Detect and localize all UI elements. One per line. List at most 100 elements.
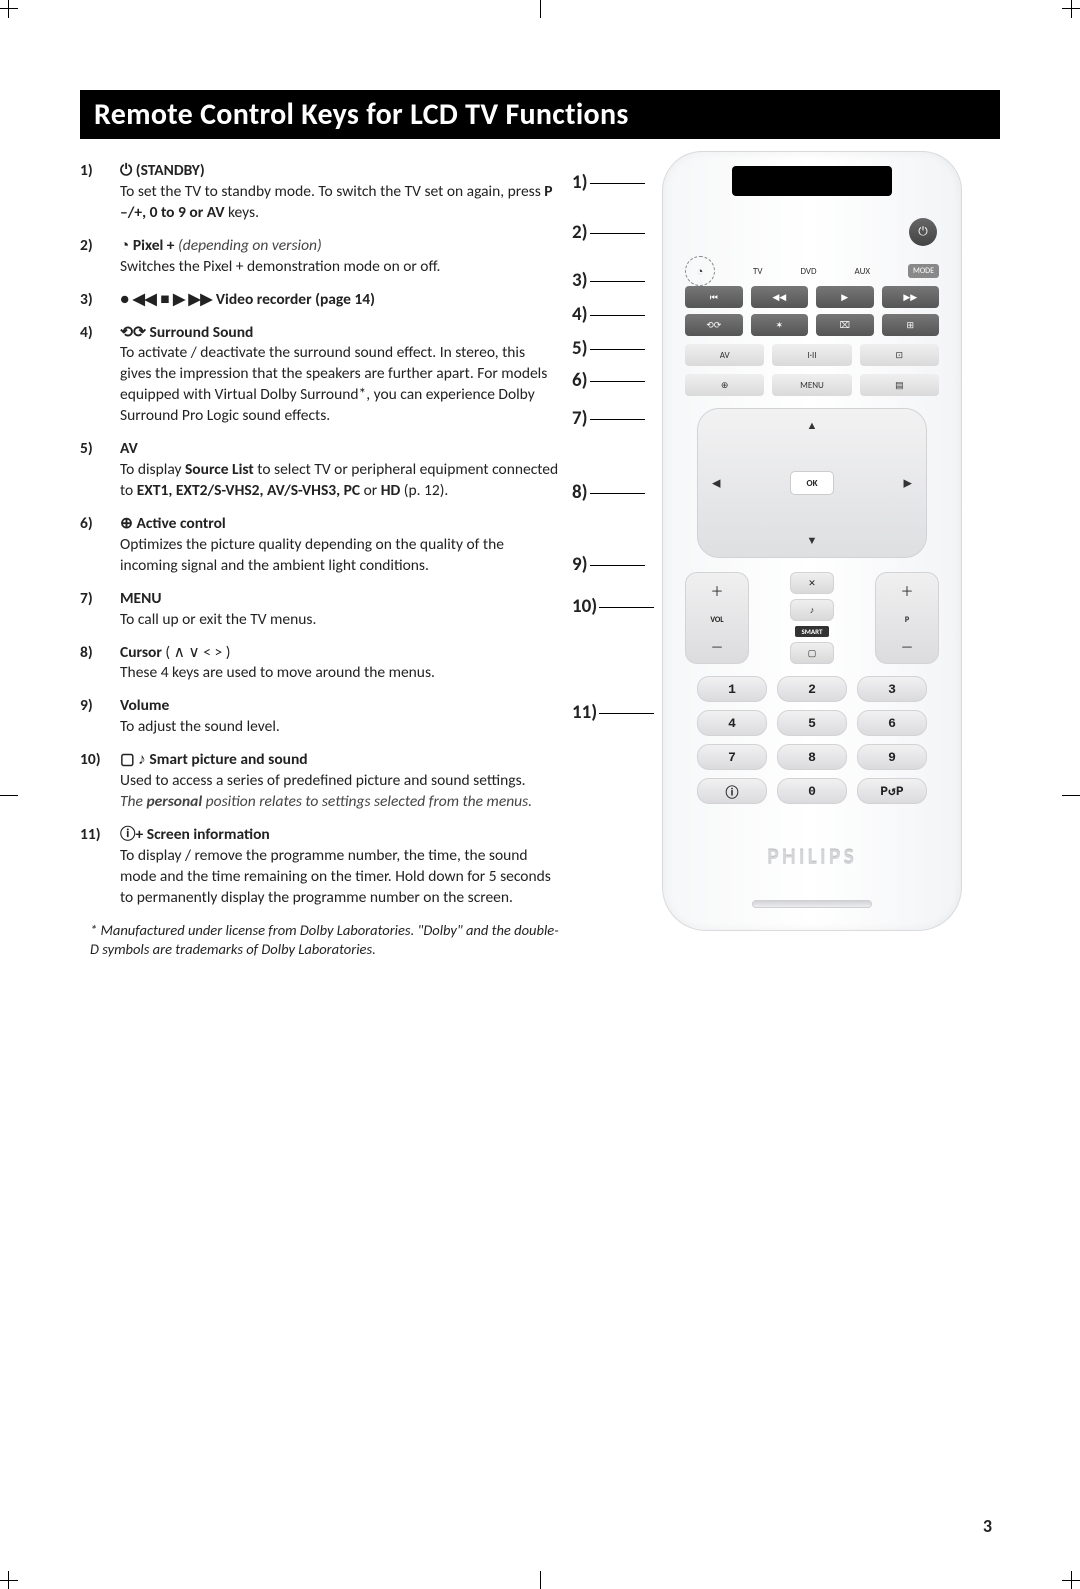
item-heading: (STANDBY) <box>136 161 205 180</box>
callout-line <box>590 565 645 566</box>
list-item: 5)AVTo display Source List to select TV … <box>80 439 560 502</box>
item-number: 9) <box>80 696 120 738</box>
item-text: To adjust the sound level. <box>120 717 280 736</box>
arrow-up-icon: ▲ <box>807 419 818 432</box>
numpad-btn: 6 <box>857 710 927 736</box>
item-symbol: ⟲⟳ <box>120 323 146 342</box>
callout-line <box>590 493 645 494</box>
callout-line <box>599 713 654 714</box>
numpad-btn: 5 <box>777 710 847 736</box>
volume-label: VOL <box>710 615 723 625</box>
numpad-btn: 4 <box>697 710 767 736</box>
numpad-btn: 2 <box>777 676 847 702</box>
item-text: To display Source List to select TV or p… <box>120 460 558 500</box>
item-text: Used to access a series of predefined pi… <box>120 771 526 790</box>
list-item: 10)▢ ♪ Smart picture and soundUsed to ac… <box>80 750 560 813</box>
callout-line <box>590 281 645 282</box>
callout-line <box>590 381 645 382</box>
item-number: 3) <box>80 290 120 311</box>
numpad-btn: 0 <box>777 778 847 804</box>
brand-logo: PHILIPS <box>663 843 961 870</box>
content-area: 1)⏻ (STANDBY)To set the TV to standby mo… <box>80 161 1000 960</box>
item-heading: Cursor <box>120 643 162 662</box>
item-text: Switches the Pixel + demonstration mode … <box>120 257 440 276</box>
list-item: 7)MENUTo call up or exit the TV menus. <box>80 589 560 631</box>
item-body: MENUTo call up or exit the TV menus. <box>120 589 560 631</box>
callout-number: 1) <box>572 171 588 194</box>
item-number: 7) <box>80 589 120 631</box>
item-body: ⏻ (STANDBY)To set the TV to standby mode… <box>120 161 560 224</box>
list-item: 8)Cursor ( ∧ ∨ < > )These 4 keys are use… <box>80 643 560 685</box>
item-text: Optimizes the picture quality depending … <box>120 535 504 575</box>
callout-number: 11) <box>572 701 597 724</box>
arrow-down-icon: ▼ <box>807 534 818 547</box>
callout-line <box>590 183 645 184</box>
remote-btn: ⊕ <box>685 374 764 396</box>
crop-mark <box>0 8 18 9</box>
callout-number: 5) <box>572 337 588 360</box>
crop-mark <box>1062 1580 1080 1581</box>
callout: 2) <box>572 221 645 244</box>
callout: 5) <box>572 337 645 360</box>
remote-btn: ▤ <box>860 374 939 396</box>
item-symbol: ⊕ <box>120 514 133 533</box>
program-rocker: ＋ P — <box>875 572 939 664</box>
list-item: 6)⊕ Active controlOptimizes the picture … <box>80 514 560 577</box>
numpad-btn: 8 <box>777 744 847 770</box>
item-number: 11) <box>80 825 120 909</box>
item-heading: Active control <box>137 514 226 533</box>
item-symbol: ⏻ <box>120 161 132 180</box>
remote-btn: ⊡ <box>860 344 939 366</box>
item-body: ⟲⟳ Surround SoundTo activate / deactivat… <box>120 323 560 428</box>
volume-program-area: ＋ VOL — ✕ ♪ SMART ▢ ＋ P — <box>685 572 939 664</box>
remote-btn: I·II <box>772 344 851 366</box>
callout-number: 4) <box>572 303 588 326</box>
crop-mark <box>540 1571 541 1589</box>
smart-column: ✕ ♪ SMART ▢ <box>761 572 863 664</box>
callout-line <box>590 419 645 420</box>
remote-btn: ▶▶ <box>882 286 940 308</box>
callout-number: 9) <box>572 553 588 576</box>
item-body: AVTo display Source List to select TV or… <box>120 439 560 502</box>
program-label: P <box>905 615 909 625</box>
sound-note-button: ♪ <box>790 599 834 621</box>
item-symbol: ⓘ+ <box>120 825 143 844</box>
item-text: To activate / deactivate the surround so… <box>120 343 547 425</box>
numpad: 123456789ⓘ0P↺P <box>697 676 927 804</box>
item-italic-note: The personal position relates to setting… <box>120 792 532 811</box>
remote-btn: ⌧ <box>816 314 874 336</box>
crop-mark <box>8 0 9 18</box>
callout-line <box>590 315 645 316</box>
mode-label-tv: TV <box>753 266 763 277</box>
callout: 10) <box>572 595 654 618</box>
remote-btn: ◀◀ <box>751 286 809 308</box>
item-number: 1) <box>80 161 120 224</box>
item-heading: Smart picture and sound <box>149 750 307 769</box>
item-number: 2) <box>80 236 120 278</box>
item-text: To call up or exit the TV menus. <box>120 610 316 629</box>
callout-line <box>590 349 645 350</box>
mode-label-dvd: DVD <box>800 266 816 277</box>
callout: 4) <box>572 303 645 326</box>
minus-icon: — <box>711 640 723 655</box>
callout-number: 8) <box>572 481 588 504</box>
crop-mark <box>540 0 541 18</box>
item-symbol: ◔ <box>120 236 129 255</box>
item-heading-suffix: ( ∧ ∨ < > ) <box>162 643 231 662</box>
page-title: Remote Control Keys for LCD TV Functions <box>80 90 1000 139</box>
dpad-area: ▲ ▼ ◀ ▶ OK <box>697 408 927 558</box>
numpad-btn: ⓘ <box>697 778 767 804</box>
remote-btn: ✶ <box>751 314 809 336</box>
callout-line <box>599 607 654 608</box>
arrow-right-icon: ▶ <box>904 477 912 490</box>
list-item: 3)● ◀◀ ■ ▶ ▶▶ Video recorder (page 14) <box>80 290 560 311</box>
callout: 1) <box>572 171 645 194</box>
remote-btn: AV <box>685 344 764 366</box>
arrow-left-icon: ◀ <box>712 477 720 490</box>
picture-button: ▢ <box>790 642 834 664</box>
numpad-btn: 9 <box>857 744 927 770</box>
callout-number: 7) <box>572 407 588 430</box>
footnote: * Manufactured under license from Dolby … <box>90 921 560 960</box>
ok-button: OK <box>790 471 834 495</box>
mode-button: MODE <box>908 264 939 278</box>
